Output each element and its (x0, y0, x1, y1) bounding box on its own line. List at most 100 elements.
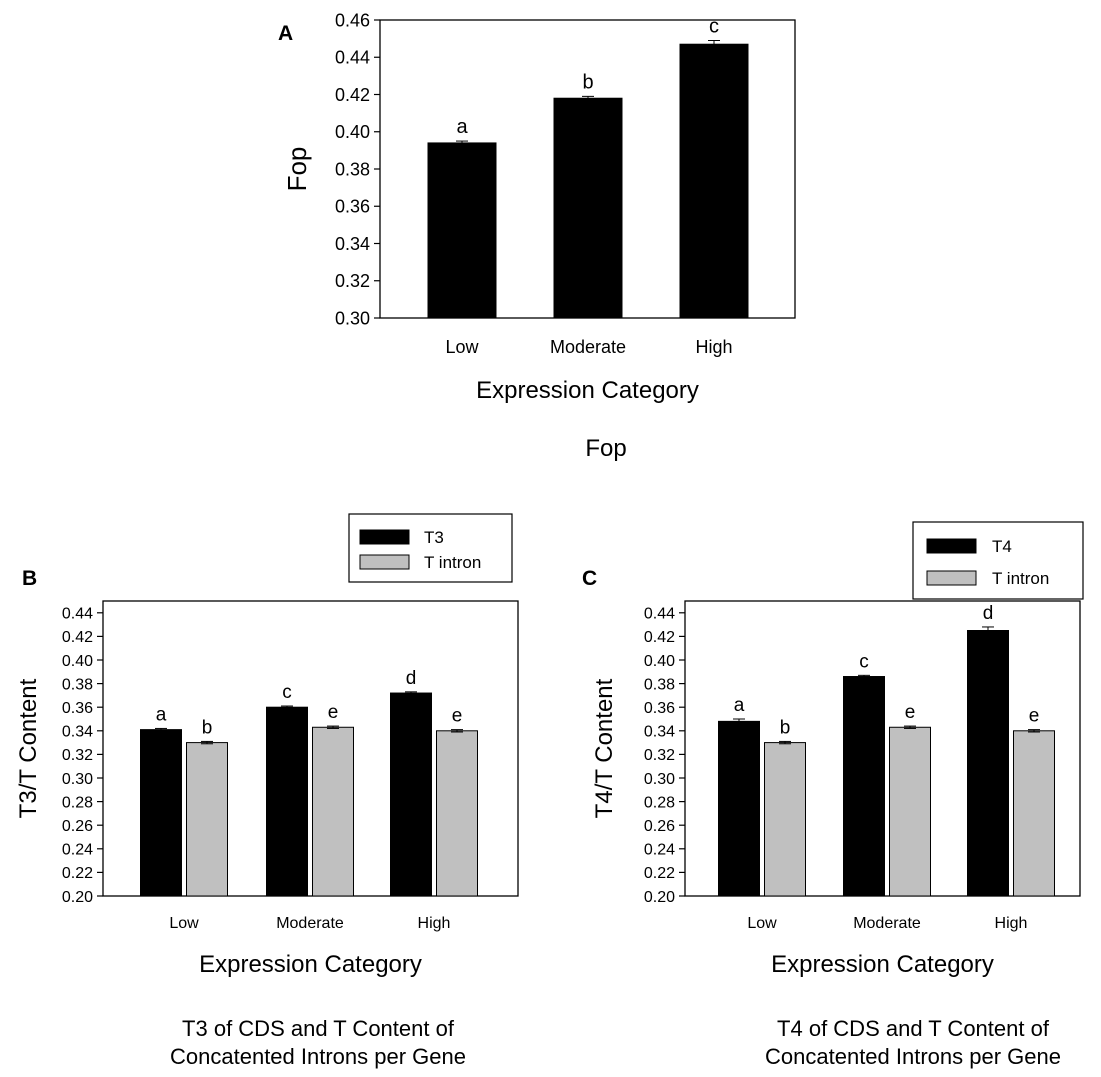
bar (312, 726, 354, 897)
panel-caption: T3 of CDS and T Content of (182, 1016, 455, 1041)
legend-swatch (926, 538, 977, 554)
significance-letter: c (859, 651, 869, 672)
x-category-label: Moderate (853, 915, 921, 932)
significance-letter: d (983, 603, 994, 624)
x-axis-title: Expression Category (199, 951, 422, 978)
bar (889, 726, 931, 897)
significance-letter: e (452, 706, 463, 727)
y-tick-label: 0.22 (62, 865, 93, 882)
y-tick-label: 0.36 (335, 197, 370, 217)
y-axis-title: Fop (282, 147, 312, 192)
y-tick-label: 0.40 (335, 122, 370, 142)
bar (266, 706, 308, 897)
panel-caption: Concatented Introns per Gene (170, 1044, 466, 1069)
y-tick-label: 0.30 (62, 771, 93, 788)
y-tick-label: 0.30 (335, 308, 370, 328)
y-tick-label: 0.36 (644, 700, 675, 717)
panel-label: C (582, 567, 597, 590)
y-tick-label: 0.40 (644, 653, 675, 670)
y-tick-label: 0.44 (62, 606, 93, 623)
legend-label: T3 (424, 528, 444, 547)
y-tick-label: 0.34 (335, 234, 370, 254)
y-tick-label: 0.26 (62, 818, 93, 835)
significance-letter: e (905, 702, 916, 723)
y-tick-label: 0.32 (644, 747, 675, 764)
bar (186, 742, 228, 897)
y-tick-label: 0.30 (644, 771, 675, 788)
y-tick-label: 0.42 (62, 629, 93, 646)
significance-letter: c (709, 15, 719, 37)
x-category-label: Moderate (550, 337, 626, 357)
bar (764, 742, 806, 897)
y-tick-label: 0.20 (644, 889, 675, 906)
plot-frame (102, 600, 519, 897)
significance-letter: b (780, 717, 791, 738)
panel-label: B (22, 567, 37, 590)
y-tick-label: 0.38 (335, 159, 370, 179)
legend-label: T intron (992, 569, 1049, 588)
panel-caption: Concatented Introns per Gene (765, 1044, 1061, 1069)
chart-panel-c: 0.20 0.22 0.24 0.26 0.28 0.30 0.32 0.34 0.36 0.38… (582, 521, 1084, 1069)
x-category-label: Low (747, 915, 777, 932)
panel-caption: T4 of CDS and T Content of (777, 1016, 1050, 1041)
y-tick-label: 0.32 (335, 271, 370, 291)
legend-box (912, 521, 1084, 600)
significance-letter: a (456, 116, 468, 138)
y-tick-label: 0.38 (62, 676, 93, 693)
x-category-label: Moderate (276, 915, 344, 932)
y-tick-label: 0.34 (62, 724, 93, 741)
significance-letter: e (1029, 706, 1040, 727)
panel-caption: Fop (585, 435, 626, 462)
y-tick-label: 0.44 (644, 606, 675, 623)
bar (553, 97, 623, 319)
bar (390, 692, 432, 897)
bar (140, 729, 182, 897)
bar (967, 630, 1009, 897)
y-tick-label: 0.22 (644, 865, 675, 882)
chart-panel-a: 0.30 0.32 0.34 0.36 0.38 0.40 0.42 0.44 0.46 a b c L… (278, 10, 796, 462)
bar (718, 720, 760, 897)
x-category-label: Low (445, 337, 479, 357)
x-axis-title: Expression Category (771, 951, 994, 978)
significance-letter: a (156, 704, 167, 725)
y-tick-label: 0.42 (335, 85, 370, 105)
legend-swatch (359, 554, 410, 570)
x-category-label: High (995, 915, 1028, 932)
y-axis-title: T4/T Content (591, 678, 618, 818)
y-tick-label: 0.44 (335, 48, 370, 68)
significance-letter: b (202, 717, 213, 738)
bar (1013, 730, 1055, 897)
y-tick-label: 0.26 (644, 818, 675, 835)
chart-panel-b: 0.20 0.22 0.24 0.26 0.28 0.30 0.32 0.34 0.36 0.38… (15, 513, 519, 1069)
x-category-label: Low (169, 915, 199, 932)
y-axis-title: T3/T Content (15, 678, 42, 818)
y-tick-label: 0.42 (644, 629, 675, 646)
legend-label: T intron (424, 553, 481, 572)
significance-letter: c (282, 682, 292, 703)
legend-swatch (926, 570, 977, 586)
significance-letter: d (406, 668, 417, 689)
bar (427, 142, 497, 319)
y-tick-label: 0.20 (62, 889, 93, 906)
y-tick-label: 0.36 (62, 700, 93, 717)
y-tick-label: 0.38 (644, 676, 675, 693)
y-tick-label: 0.46 (335, 10, 370, 30)
significance-letter: a (734, 695, 745, 716)
y-tick-label: 0.28 (644, 794, 675, 811)
x-category-label: High (695, 337, 732, 357)
y-tick-label: 0.24 (62, 842, 93, 859)
legend-label: T4 (992, 537, 1012, 556)
legend-swatch (359, 529, 410, 545)
y-tick-label: 0.24 (644, 842, 675, 859)
y-tick-label: 0.32 (62, 747, 93, 764)
y-tick-label: 0.28 (62, 794, 93, 811)
significance-letter: e (328, 702, 339, 723)
x-axis-title: Expression Category (476, 377, 699, 404)
bar (679, 43, 749, 319)
bar (436, 730, 478, 897)
y-tick-label: 0.34 (644, 724, 675, 741)
significance-letter: b (582, 71, 593, 93)
x-category-label: High (418, 915, 451, 932)
panel-label: A (278, 22, 293, 45)
